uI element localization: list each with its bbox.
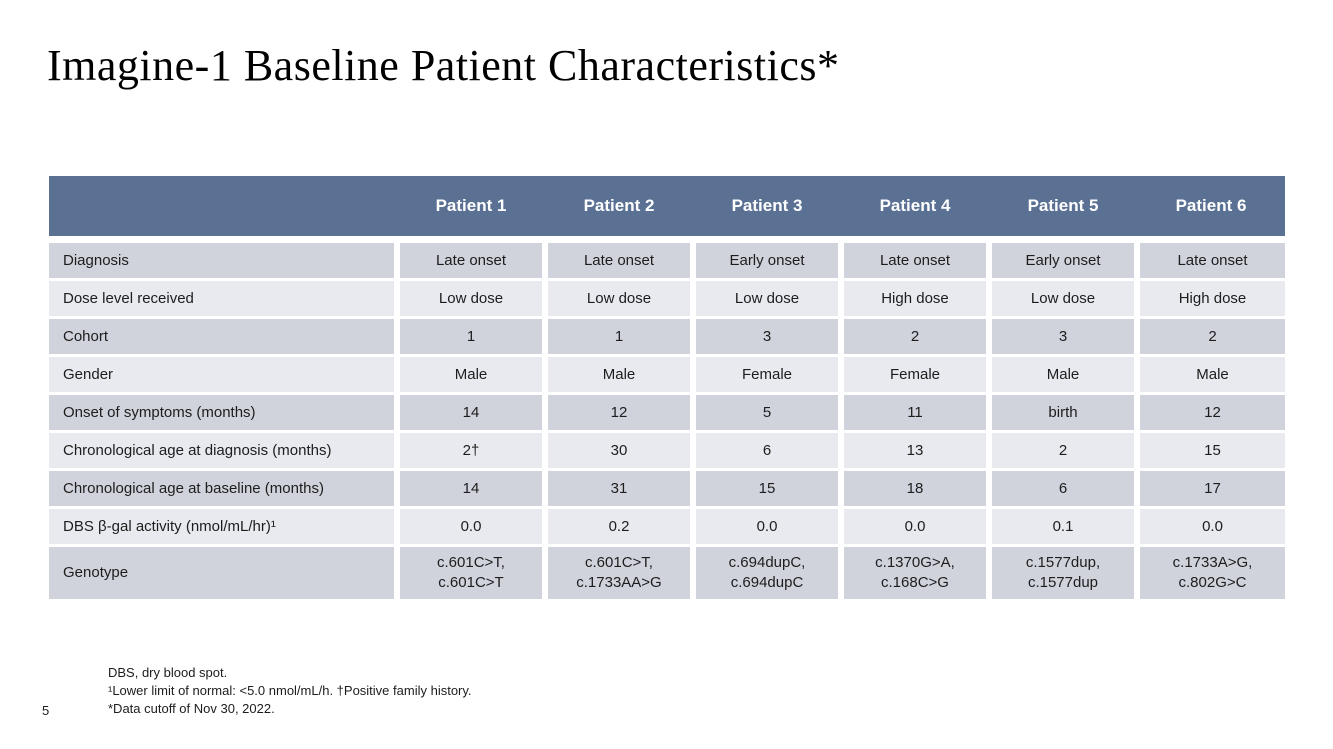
- table-row: DBS β-gal activity (nmol/mL/hr)¹ 0.0 0.2 0.…: [49, 506, 1285, 546]
- table-cell: 30: [542, 430, 693, 470]
- table-header-row: Patient 1 Patient 2 Patient 3 Patient 4 Pati…: [49, 176, 1285, 243]
- row-label: Diagnosis: [49, 239, 397, 280]
- table-cell: 2: [838, 316, 989, 356]
- footnotes: DBS, dry blood spot. ¹Lower limit of nor…: [108, 664, 472, 718]
- column-header: Patient 2: [545, 176, 693, 243]
- table-cell: Low dose: [542, 278, 693, 318]
- table-cell: 17: [1134, 468, 1285, 508]
- row-label: Cohort: [49, 316, 397, 356]
- table-cell: 0.0: [690, 506, 841, 546]
- table-cell: 15: [690, 468, 841, 508]
- table-cell: High dose: [838, 278, 989, 318]
- row-label: Chronological age at baseline (months): [49, 468, 397, 508]
- table-cell: Late onset: [838, 239, 989, 280]
- table-row: Chronological age at baseline (months) 14…: [49, 468, 1285, 508]
- table-cell: Early onset: [690, 239, 841, 280]
- table-header: Patient 1 Patient 2 Patient 3 Patient 4 Pati…: [49, 176, 1285, 243]
- table-cell: Male: [1134, 354, 1285, 394]
- row-label: Chronological age at diagnosis (months): [49, 430, 397, 470]
- table-cell: 15: [1134, 430, 1285, 470]
- table-corner-cell: [49, 176, 397, 243]
- table-cell: 11: [838, 392, 989, 432]
- table-row: Cohort 1 1 3 2 3 2: [49, 316, 1285, 356]
- table-cell: c.601C>T, c.601C>T: [394, 544, 545, 599]
- row-label: Dose level received: [49, 278, 397, 318]
- table-row: Onset of symptoms (months) 14 12 5 11 birth 12: [49, 392, 1285, 432]
- table-cell: 2†: [394, 430, 545, 470]
- footnote-line: DBS, dry blood spot.: [108, 665, 228, 680]
- table-cell: 2: [1134, 316, 1285, 356]
- table-cell: Late onset: [394, 239, 545, 280]
- table-cell: Female: [690, 354, 841, 394]
- row-label: Onset of symptoms (months): [49, 392, 397, 432]
- table-cell: 5: [690, 392, 841, 432]
- column-header: Patient 5: [989, 176, 1137, 243]
- table-cell: Low dose: [690, 278, 841, 318]
- table-cell: 14: [394, 468, 545, 508]
- table-cell: 0.0: [1134, 506, 1285, 546]
- column-header: Patient 4: [841, 176, 989, 243]
- table-cell: 0.0: [838, 506, 989, 546]
- table-cell: 6: [690, 430, 841, 470]
- table-cell: Male: [986, 354, 1137, 394]
- column-header: Patient 1: [397, 176, 545, 243]
- row-label: Genotype: [49, 544, 397, 599]
- table-cell: 2: [986, 430, 1137, 470]
- slide-title: Imagine-1 Baseline Patient Characteristi…: [47, 41, 840, 90]
- table-cell: Early onset: [986, 239, 1137, 280]
- table-cell: 13: [838, 430, 989, 470]
- table-cell: Male: [542, 354, 693, 394]
- table-cell: Late onset: [1134, 239, 1285, 280]
- footnote-line: ¹Lower limit of normal: <5.0 nmol/mL/h. …: [108, 683, 472, 698]
- table-body: Diagnosis Late onset Late onset Early onset…: [49, 239, 1285, 599]
- table-cell: 18: [838, 468, 989, 508]
- table-cell: 14: [394, 392, 545, 432]
- table-cell: 12: [542, 392, 693, 432]
- page-number: 5: [42, 703, 50, 718]
- table-cell: c.694dupC, c.694dupC: [690, 544, 841, 599]
- table-cell: 0.2: [542, 506, 693, 546]
- table-cell: 3: [690, 316, 841, 356]
- table-cell: 1: [542, 316, 693, 356]
- table-cell: c.1577dup, c.1577dup: [986, 544, 1137, 599]
- table-cell: 0.0: [394, 506, 545, 546]
- patient-characteristics-table: Patient 1 Patient 2 Patient 3 Patient 4 Pati…: [49, 176, 1285, 599]
- table-cell: Low dose: [394, 278, 545, 318]
- table-cell: Female: [838, 354, 989, 394]
- table-cell: c.601C>T, c.1733AA>G: [542, 544, 693, 599]
- table-cell: c.1733A>G, c.802G>C: [1134, 544, 1285, 599]
- table-cell: birth: [986, 392, 1137, 432]
- row-label: Gender: [49, 354, 397, 394]
- table-row: Dose level received Low dose Low dose Low d…: [49, 278, 1285, 318]
- table-row: Diagnosis Late onset Late onset Early onset…: [49, 239, 1285, 280]
- table-row: Genotype c.601C>T, c.601C>T c.601C>T, c.17…: [49, 544, 1285, 599]
- table-cell: 6: [986, 468, 1137, 508]
- table-cell: 31: [542, 468, 693, 508]
- table-cell: High dose: [1134, 278, 1285, 318]
- table-cell: Low dose: [986, 278, 1137, 318]
- table-cell: 1: [394, 316, 545, 356]
- footnote-line: *Data cutoff of Nov 30, 2022.: [108, 701, 275, 716]
- table-cell: Late onset: [542, 239, 693, 280]
- row-label: DBS β-gal activity (nmol/mL/hr)¹: [49, 506, 397, 546]
- table-cell: 12: [1134, 392, 1285, 432]
- table-row: Gender Male Male Female Female Male Male: [49, 354, 1285, 394]
- table-row: Chronological age at diagnosis (months) 2…: [49, 430, 1285, 470]
- column-header: Patient 3: [693, 176, 841, 243]
- table-cell: 0.1: [986, 506, 1137, 546]
- table-cell: c.1370G>A, c.168C>G: [838, 544, 989, 599]
- table-cell: 3: [986, 316, 1137, 356]
- column-header: Patient 6: [1137, 176, 1285, 243]
- table-cell: Male: [394, 354, 545, 394]
